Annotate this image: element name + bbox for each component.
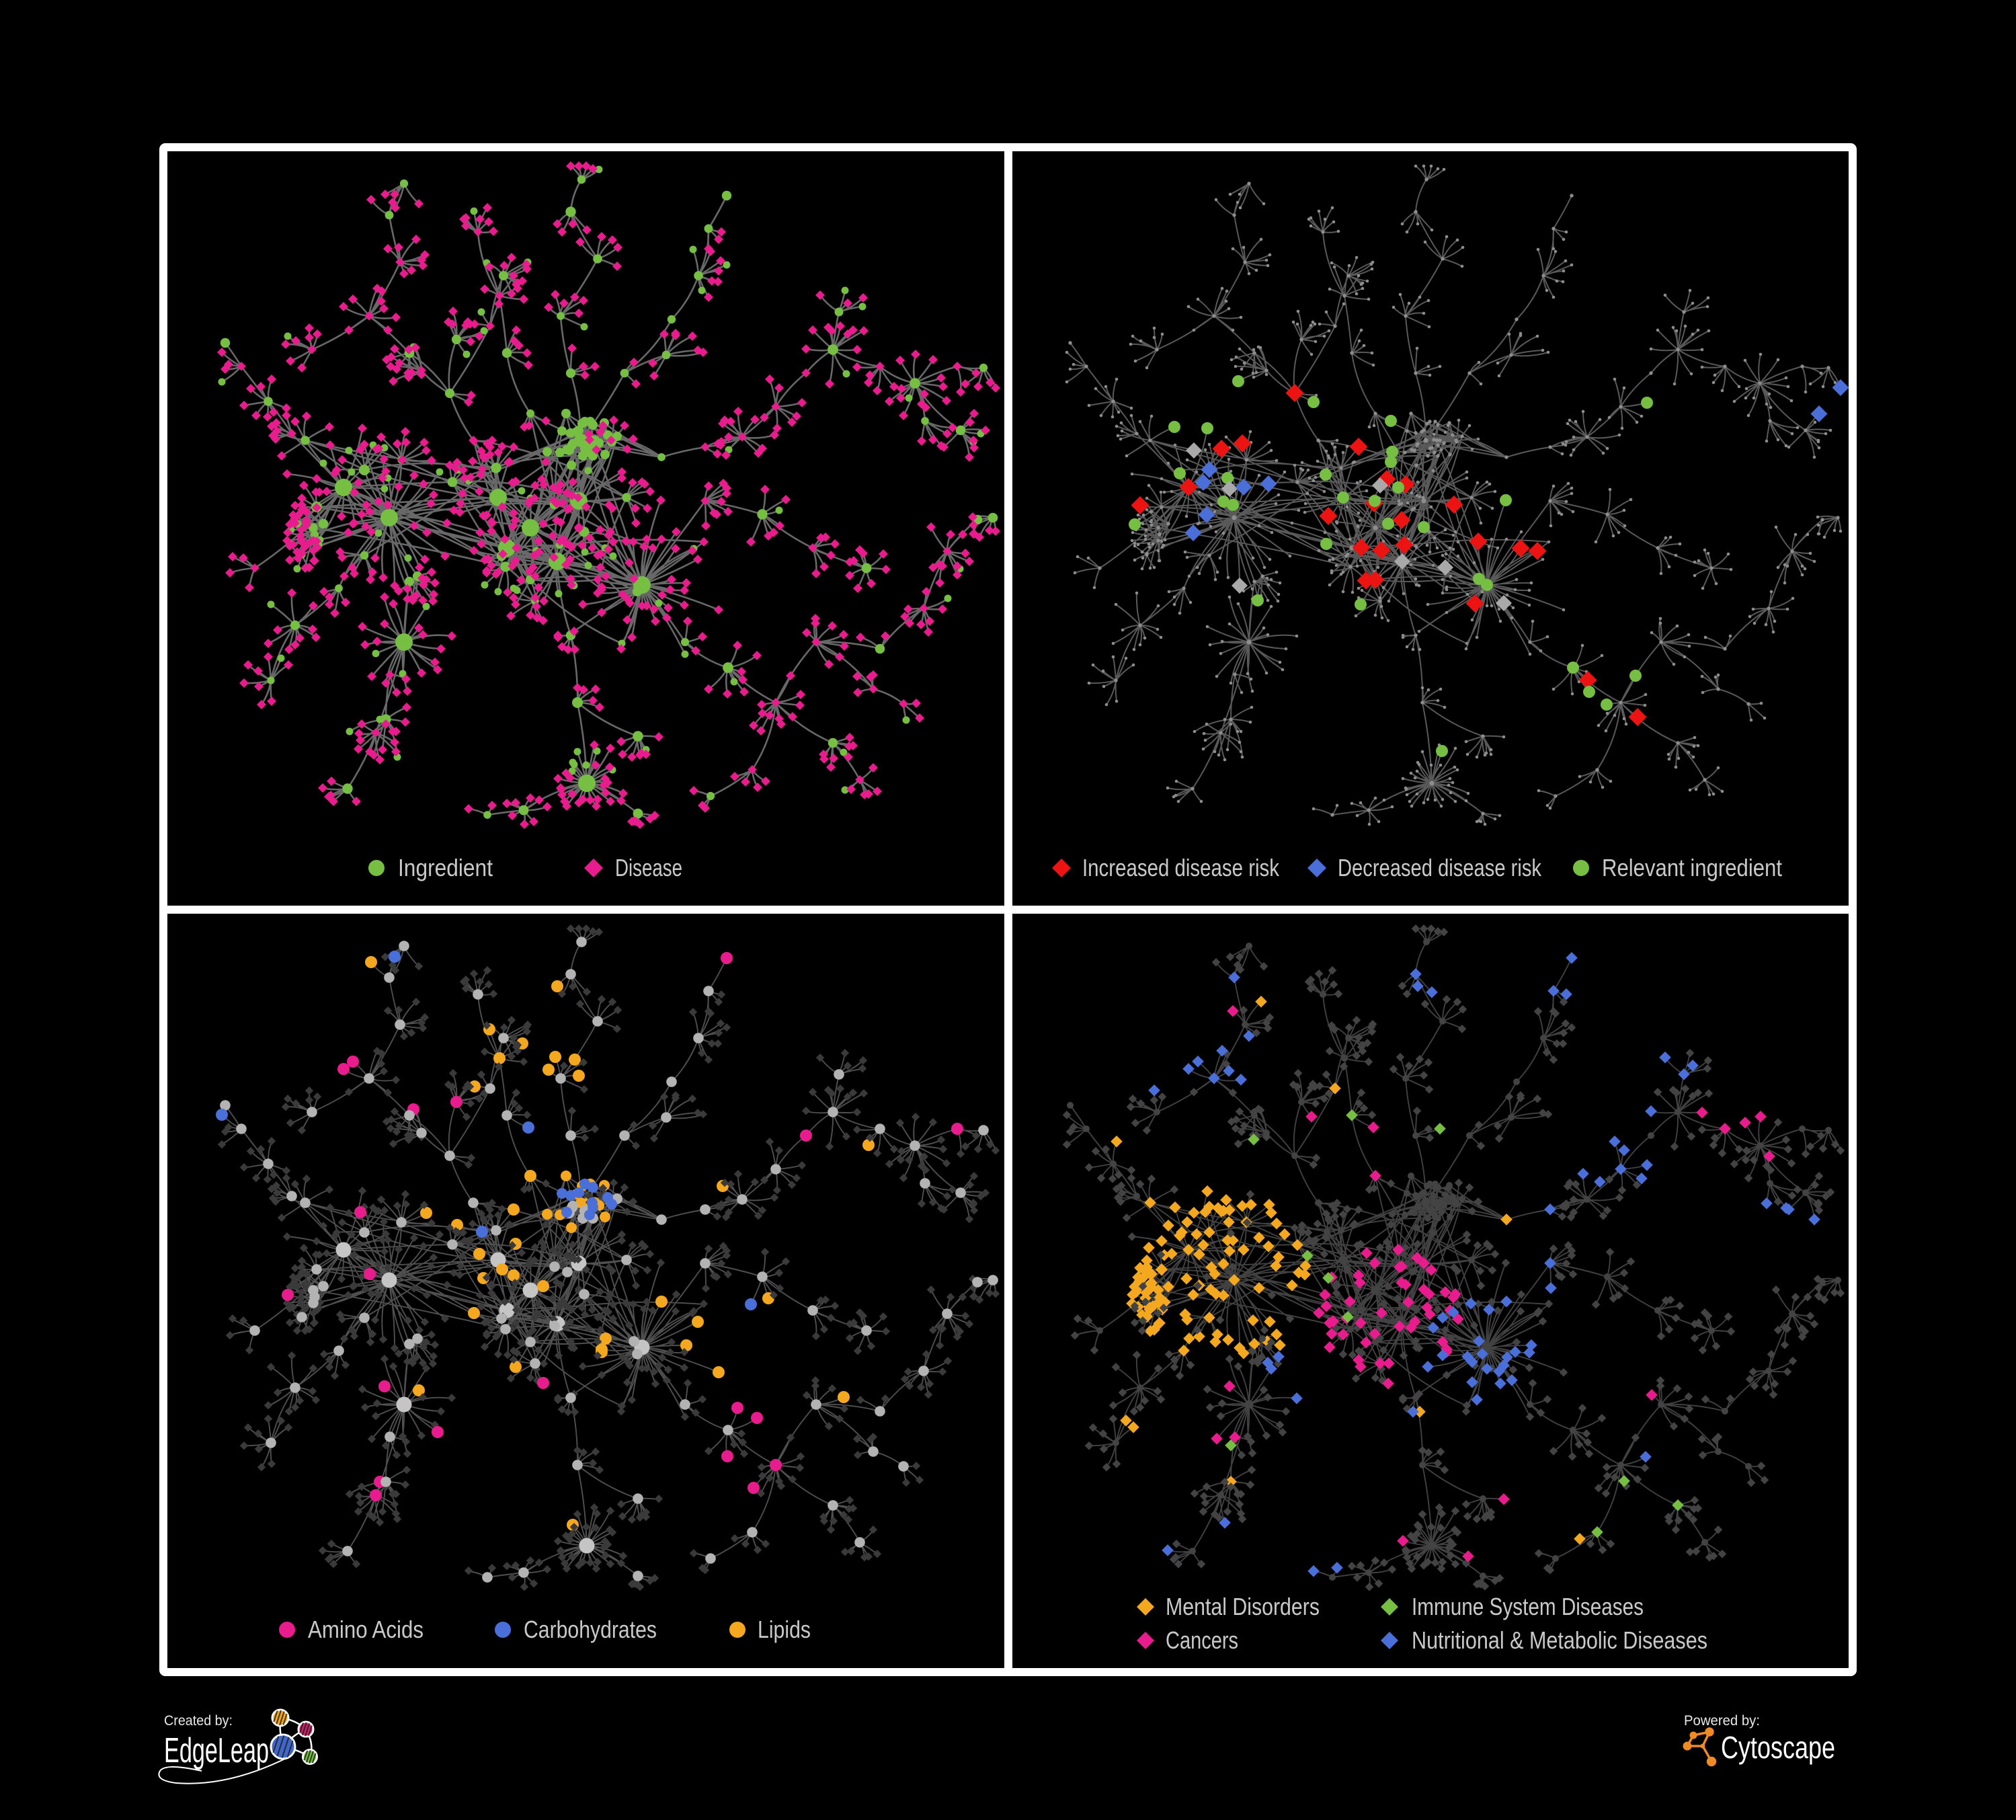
svg-text:Mental Disorders: Mental Disorders: [1166, 1593, 1320, 1620]
svg-text:Relevant ingredient: Relevant ingredient: [1602, 854, 1782, 881]
svg-text:Decreased disease risk: Decreased disease risk: [1338, 854, 1542, 881]
svg-text:Carbohydrates: Carbohydrates: [524, 1616, 657, 1643]
svg-text:Cancers: Cancers: [1166, 1626, 1238, 1654]
svg-text:Increased disease risk: Increased disease risk: [1082, 854, 1280, 881]
svg-text:Immune System Diseases: Immune System Diseases: [1412, 1593, 1644, 1620]
svg-text:Nutritional & Metabolic Diseas: Nutritional & Metabolic Diseases: [1412, 1626, 1707, 1654]
svg-text:Lipids: Lipids: [758, 1616, 811, 1643]
svg-text:EdgeLeap: EdgeLeap: [164, 1731, 269, 1770]
svg-text:Amino Acids: Amino Acids: [308, 1616, 424, 1643]
svg-text:Created by:: Created by:: [164, 1713, 233, 1729]
svg-text:Cytoscape: Cytoscape: [1721, 1730, 1835, 1765]
svg-text:Disease: Disease: [615, 854, 682, 881]
svg-text:Powered by:: Powered by:: [1684, 1713, 1760, 1729]
svg-text:Ingredient: Ingredient: [398, 854, 493, 881]
